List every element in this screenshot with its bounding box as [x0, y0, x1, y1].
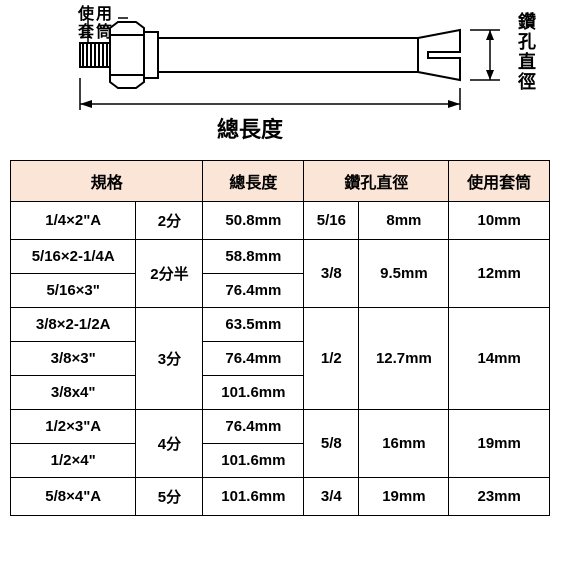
label-length: 總長度: [10, 112, 490, 144]
header-sleeve: 使用套筒: [449, 161, 550, 202]
table-row: 3/8×2-1/2A 3分 63.5mm 1/2 12.7mm 14mm: [11, 308, 550, 342]
table-row: 5/8×4"A 5分 101.6mm 3/4 19mm 23mm: [11, 478, 550, 516]
table-row: 1/2×3"A 4分 76.4mm 5/8 16mm 19mm: [11, 410, 550, 444]
header-spec: 規格: [11, 161, 203, 202]
label-sleeve: 使用套筒: [78, 6, 114, 42]
table-row: 1/4×2"A 2分 50.8mm 5/16 8mm 10mm: [11, 202, 550, 240]
spec-table: 規格 總長度 鑽孔直徑 使用套筒 1/4×2"A 2分 50.8mm 5/16 …: [10, 160, 557, 516]
label-drill: 鑽孔直徑: [518, 12, 540, 93]
header-drill: 鑽孔直徑: [304, 161, 449, 202]
anchor-diagram: 使用套筒 鑽孔直徑 總長度: [10, 10, 550, 150]
table-row: 5/16×2-1/4A 2分半 58.8mm 3/8 9.5mm 12mm: [11, 240, 550, 274]
header-length: 總長度: [203, 161, 304, 202]
